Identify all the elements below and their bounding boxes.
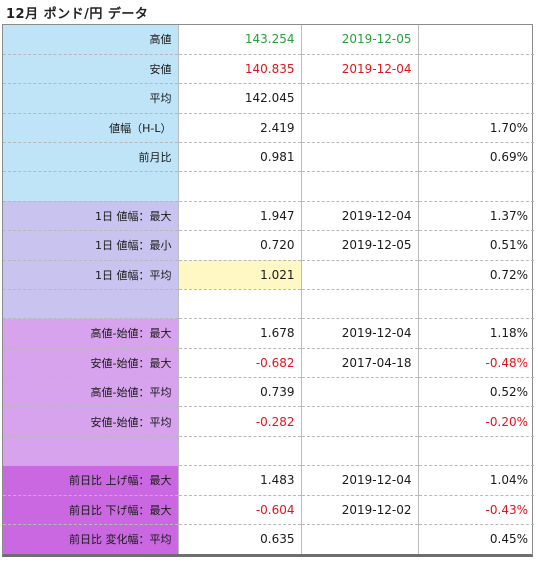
table-row: 前日比 上げ幅：最大 1.483 2019-12-04 1.04% bbox=[3, 465, 534, 496]
table-row: 高値-始値：最大 1.678 2019-12-04 1.18% bbox=[3, 318, 534, 349]
row-percent bbox=[418, 289, 534, 320]
row-percent: 0.69% bbox=[418, 142, 534, 173]
row-date bbox=[301, 406, 419, 437]
row-label bbox=[3, 171, 179, 202]
row-label: 高値-始値：平均 bbox=[3, 377, 179, 408]
table-row: 前日比 変化幅：平均 0.635 0.45% bbox=[3, 524, 534, 554]
row-value bbox=[178, 289, 302, 320]
row-value: 143.254 bbox=[178, 25, 302, 55]
row-date bbox=[301, 377, 419, 408]
row-date: 2019-12-04 bbox=[301, 465, 419, 496]
row-date bbox=[301, 83, 419, 114]
data-table: 高値 143.254 2019-12-05 安値 140.835 2019-12… bbox=[3, 25, 534, 554]
row-label: 前日比 上げ幅：最大 bbox=[3, 465, 179, 496]
row-date bbox=[301, 260, 419, 290]
row-label: 高値-始値：最大 bbox=[3, 318, 179, 349]
row-value-highlighted: 1.021 bbox=[178, 260, 302, 290]
table-row: 値幅（H-L） 2.419 1.70% bbox=[3, 113, 534, 144]
row-label: 値幅（H-L） bbox=[3, 113, 179, 144]
row-percent: 1.18% bbox=[418, 318, 534, 349]
row-value: 0.720 bbox=[178, 230, 302, 261]
row-value: 1.678 bbox=[178, 318, 302, 349]
table-row: 前月比 0.981 0.69% bbox=[3, 142, 534, 173]
row-date bbox=[301, 113, 419, 144]
row-percent: -0.43% bbox=[418, 495, 534, 525]
row-value: 2.419 bbox=[178, 113, 302, 144]
row-label: 前日比 下げ幅：最大 bbox=[3, 495, 179, 525]
row-value: 0.981 bbox=[178, 142, 302, 173]
row-label: 1日 値幅：最小 bbox=[3, 230, 179, 261]
row-percent: 1.37% bbox=[418, 201, 534, 232]
row-value: 142.045 bbox=[178, 83, 302, 114]
row-label: 高値 bbox=[3, 25, 179, 55]
table-row: 1日 値幅：最小 0.720 2019-12-05 0.51% bbox=[3, 230, 534, 261]
page-title: 12月 ポンド/円 データ bbox=[6, 7, 149, 22]
table-row: 1日 値幅：最大 1.947 2019-12-04 1.37% bbox=[3, 201, 534, 232]
row-value: 0.635 bbox=[178, 524, 302, 554]
row-value: -0.282 bbox=[178, 406, 302, 437]
table-row: 高値-始値：平均 0.739 0.52% bbox=[3, 377, 534, 408]
table-row: 高値 143.254 2019-12-05 bbox=[3, 25, 534, 55]
data-table-frame: 高値 143.254 2019-12-05 安値 140.835 2019-12… bbox=[2, 24, 534, 557]
row-value: 0.739 bbox=[178, 377, 302, 408]
table-row: 平均 142.045 bbox=[3, 83, 534, 114]
row-percent: 0.72% bbox=[418, 260, 534, 290]
row-value: -0.682 bbox=[178, 348, 302, 379]
row-date bbox=[301, 171, 419, 202]
table-row: 1日 値幅：平均 1.021 0.72% bbox=[3, 260, 534, 290]
row-value bbox=[178, 436, 302, 467]
row-percent: 0.52% bbox=[418, 377, 534, 408]
row-label: 平均 bbox=[3, 83, 179, 114]
row-percent bbox=[418, 25, 534, 55]
row-label: 前日比 変化幅：平均 bbox=[3, 524, 179, 554]
row-label: 1日 値幅：平均 bbox=[3, 260, 179, 290]
row-percent: 0.51% bbox=[418, 230, 534, 261]
row-date: 2019-12-04 bbox=[301, 318, 419, 349]
row-percent: 1.04% bbox=[418, 465, 534, 496]
row-percent: -0.48% bbox=[418, 348, 534, 379]
row-date: 2019-12-05 bbox=[301, 230, 419, 261]
table-row: 安値-始値：平均 -0.282 -0.20% bbox=[3, 406, 534, 437]
spacer-row bbox=[3, 436, 534, 467]
row-date: 2019-12-04 bbox=[301, 54, 419, 85]
row-percent bbox=[418, 171, 534, 202]
row-date bbox=[301, 142, 419, 173]
table-row: 前日比 下げ幅：最大 -0.604 2019-12-02 -0.43% bbox=[3, 495, 534, 525]
row-date bbox=[301, 524, 419, 554]
row-date: 2019-12-02 bbox=[301, 495, 419, 525]
row-label bbox=[3, 289, 179, 320]
row-percent bbox=[418, 436, 534, 467]
table-row: 安値 140.835 2019-12-04 bbox=[3, 54, 534, 85]
row-value: -0.604 bbox=[178, 495, 302, 525]
row-label: 安値-始値：最大 bbox=[3, 348, 179, 379]
row-percent bbox=[418, 54, 534, 85]
row-value: 1.947 bbox=[178, 201, 302, 232]
row-label: 前月比 bbox=[3, 142, 179, 173]
row-value: 140.835 bbox=[178, 54, 302, 85]
row-percent bbox=[418, 83, 534, 114]
row-percent: -0.20% bbox=[418, 406, 534, 437]
row-label: 安値 bbox=[3, 54, 179, 85]
row-label: 1日 値幅：最大 bbox=[3, 201, 179, 232]
row-percent: 0.45% bbox=[489, 532, 528, 547]
row-date: 2019-12-05 bbox=[301, 25, 419, 55]
table-row: 安値-始値：最大 -0.682 2017-04-18 -0.48% bbox=[3, 348, 534, 379]
row-value bbox=[178, 171, 302, 202]
row-date bbox=[301, 289, 419, 320]
row-value: 1.483 bbox=[178, 465, 302, 496]
spacer-row bbox=[3, 171, 534, 202]
row-label: 安値-始値：平均 bbox=[3, 406, 179, 437]
row-date: 2019-12-04 bbox=[301, 201, 419, 232]
row-percent: 1.70% bbox=[418, 113, 534, 144]
spacer-row bbox=[3, 289, 534, 320]
row-label bbox=[3, 436, 179, 467]
row-date bbox=[301, 436, 419, 467]
row-date: 2017-04-18 bbox=[301, 348, 419, 379]
